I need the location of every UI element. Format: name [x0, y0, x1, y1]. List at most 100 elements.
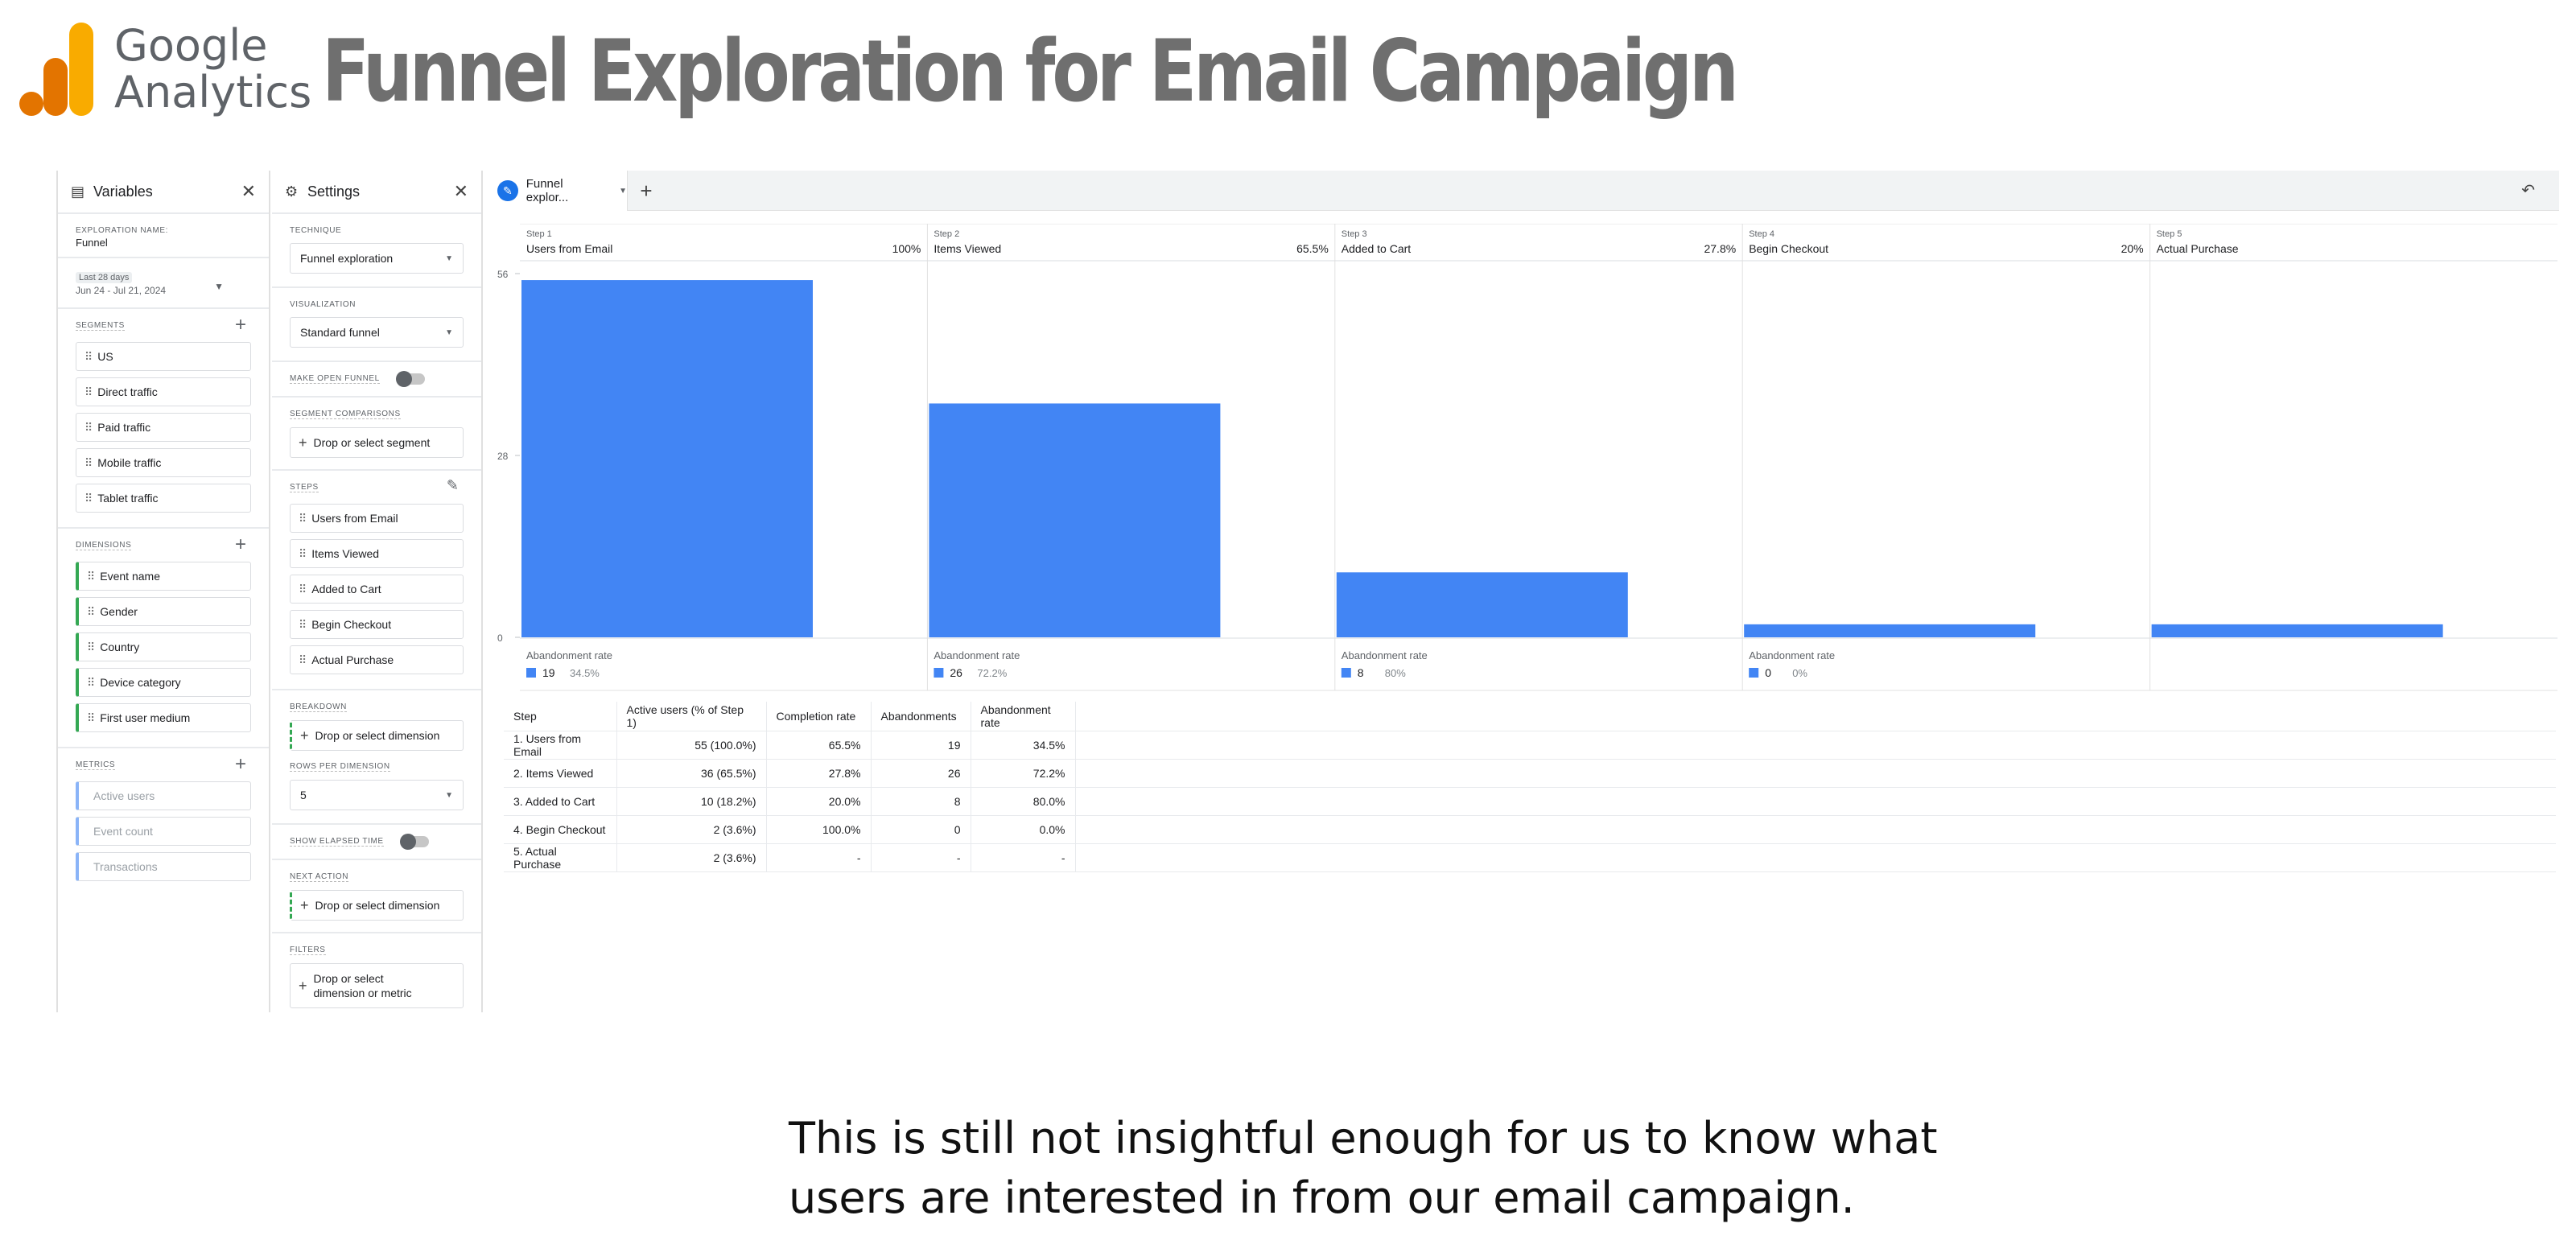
close-variables-icon[interactable]: ✕	[241, 181, 256, 201]
rows-per-dimension-value: 5	[300, 789, 307, 801]
step-added-to-cart[interactable]: ⠿ Added to Cart	[290, 575, 464, 604]
y-tick-label: 0	[497, 632, 503, 644]
step-name-label: Added to Cart	[1342, 242, 1411, 255]
dimension-first-user-medium[interactable]: ⠿ First user medium	[76, 703, 251, 732]
segment-us[interactable]: ⠿ US	[76, 342, 251, 371]
plus-icon: +	[300, 896, 309, 913]
rows-per-dimension-dropdown[interactable]: 5 ▼	[290, 780, 464, 810]
drag-handle-icon[interactable]: ⠿	[87, 640, 95, 653]
add-dimension-icon[interactable]: +	[234, 534, 246, 555]
visualization-section: VISUALIZATION Standard funnel ▼	[272, 288, 481, 362]
drag-handle-icon[interactable]: ⠿	[299, 617, 307, 631]
breakdown-drop-zone[interactable]: + Drop or select dimension	[290, 720, 464, 751]
abandonment-rate: 72.2%	[977, 667, 1007, 679]
filters-section: FILTERS + Drop or select dimension or me…	[272, 933, 481, 1020]
technique-label: TECHNIQUE	[290, 226, 342, 235]
add-metric-icon[interactable]: +	[234, 753, 246, 775]
dimension-event-name[interactable]: ⠿ Event name	[76, 562, 251, 591]
step-number-label: Step 4	[1749, 229, 1774, 239]
breakdown-label: BREAKDOWN	[290, 702, 347, 712]
filters-label: FILTERS	[290, 946, 326, 955]
metrics-list: Active users Event count Transactions	[76, 781, 251, 881]
metric-event-count[interactable]: Event count	[76, 817, 251, 846]
segment-drop-zone[interactable]: + Drop or select segment	[290, 427, 464, 458]
step-label: Added to Cart	[311, 583, 381, 595]
segment-paid-traffic[interactable]: ⠿ Paid traffic	[76, 413, 251, 442]
drag-handle-icon[interactable]: ⠿	[84, 420, 93, 434]
drag-handle-icon[interactable]: ⠿	[299, 653, 307, 666]
add-tab-button[interactable]: +	[640, 179, 653, 203]
dimension-label: First user medium	[100, 711, 191, 724]
dimension-country[interactable]: ⠿ Country	[76, 632, 251, 661]
drag-handle-icon[interactable]: ⠿	[84, 349, 93, 363]
drag-handle-icon[interactable]: ⠿	[299, 511, 307, 525]
chevron-down-icon[interactable]: ▼	[214, 281, 224, 292]
drag-handle-icon[interactable]: ⠿	[299, 546, 307, 560]
abandonment-swatch	[1749, 668, 1759, 678]
technique-dropdown[interactable]: Funnel exploration ▼	[290, 243, 464, 274]
y-tick-label: 28	[497, 451, 509, 462]
elapsed-time-toggle[interactable]	[399, 834, 429, 850]
drag-handle-icon[interactable]: ⠿	[299, 582, 307, 595]
close-settings-icon[interactable]: ✕	[453, 181, 468, 201]
visualization-dropdown[interactable]: Standard funnel ▼	[290, 317, 464, 348]
table-cell: 0	[871, 815, 971, 844]
steps-label: STEPS	[290, 483, 319, 492]
edit-steps-pencil-icon[interactable]: ✎	[446, 477, 459, 493]
abandonment-rate: 34.5%	[570, 667, 600, 679]
table-cell-filler	[1075, 843, 2556, 872]
step-actual-purchase[interactable]: ⠿ Actual Purchase	[290, 645, 464, 674]
metric-label: Event count	[93, 825, 153, 838]
segment-mobile-traffic[interactable]: ⠿ Mobile traffic	[76, 448, 251, 477]
drag-handle-icon[interactable]: ⠿	[84, 491, 93, 505]
segment-comparisons-label: SEGMENT COMPARISONS	[290, 410, 401, 419]
dimension-device-category[interactable]: ⠿ Device category	[76, 668, 251, 697]
settings-panel: ⚙ Settings ✕ TECHNIQUE Funnel exploratio…	[272, 171, 483, 1012]
undo-icon[interactable]: ↶	[2521, 182, 2535, 200]
step-users-from-email[interactable]: ⠿ Users from Email	[290, 504, 464, 533]
dimensions-label: DIMENSIONS	[76, 541, 132, 550]
step-items-viewed[interactable]: ⠿ Items Viewed	[290, 539, 464, 568]
step-begin-checkout[interactable]: ⠿ Begin Checkout	[290, 610, 464, 639]
date-range-picker[interactable]: Last 28 days Jun 24 - Jul 21, 2024 ▼	[58, 258, 269, 309]
step-label: Users from Email	[311, 512, 398, 525]
table-cell: 2 (3.6%)	[616, 815, 767, 844]
drag-handle-icon[interactable]: ⠿	[84, 455, 93, 469]
segment-direct-traffic[interactable]: ⠿ Direct traffic	[76, 377, 251, 406]
column-header-abandonment-rate[interactable]: Abandonment rate	[971, 702, 1076, 731]
column-header-step[interactable]: Step	[504, 702, 617, 731]
add-segment-icon[interactable]: +	[234, 314, 246, 336]
dimension-gender[interactable]: ⠿ Gender	[76, 597, 251, 626]
drag-handle-icon[interactable]: ⠿	[87, 569, 95, 583]
filters-drop-zone[interactable]: + Drop or select dimension or metric	[290, 963, 464, 1008]
tab-funnel-exploration[interactable]: ✎ Funnel explor... ▼	[484, 171, 628, 211]
abandonment-count: 8	[1358, 666, 1364, 679]
table-cell: 36 (65.5%)	[616, 759, 767, 788]
metrics-section: METRICS + Active users Event count Transac…	[58, 748, 269, 896]
drag-handle-icon[interactable]: ⠿	[84, 385, 93, 398]
metric-active-users[interactable]: Active users	[76, 781, 251, 810]
segment-tablet-traffic[interactable]: ⠿ Tablet traffic	[76, 484, 251, 513]
drag-handle-icon[interactable]: ⠿	[87, 604, 95, 618]
dimensions-section: DIMENSIONS + ⠿ Event name ⠿ Gender ⠿ Country ⠿…	[58, 529, 269, 748]
next-action-drop-zone[interactable]: + Drop or select dimension	[290, 890, 464, 921]
exploration-name-input[interactable]: Funnel	[76, 237, 108, 249]
table-header-row: Step Active users (% of Step 1) Completion…	[504, 702, 2556, 731]
steps-list: ⠿ Users from Email ⠿ Items Viewed ⠿ Added to …	[290, 504, 464, 674]
funnel-bar	[2151, 624, 2443, 637]
step-name-label: Actual Purchase	[2157, 242, 2239, 255]
column-header-completion-rate[interactable]: Completion rate	[766, 702, 872, 731]
abandonment-count: 26	[950, 666, 962, 679]
table-cell: 26	[871, 759, 971, 788]
metric-transactions[interactable]: Transactions	[76, 852, 251, 881]
drag-handle-icon[interactable]: ⠿	[87, 675, 95, 689]
drag-handle-icon[interactable]: ⠿	[87, 711, 95, 724]
logo-line-2: Analytics	[114, 67, 312, 117]
open-funnel-toggle[interactable]	[395, 371, 425, 387]
funnel-bar	[1744, 624, 2036, 637]
funnel-table: Step Active users (% of Step 1) Completion…	[504, 702, 2556, 872]
chevron-down-icon[interactable]: ▼	[619, 186, 627, 196]
segment-label: Mobile traffic	[97, 456, 162, 469]
column-header-abandonments[interactable]: Abandonments	[871, 702, 971, 731]
column-header-active-users-of-step-1[interactable]: Active users (% of Step 1)	[616, 702, 767, 731]
